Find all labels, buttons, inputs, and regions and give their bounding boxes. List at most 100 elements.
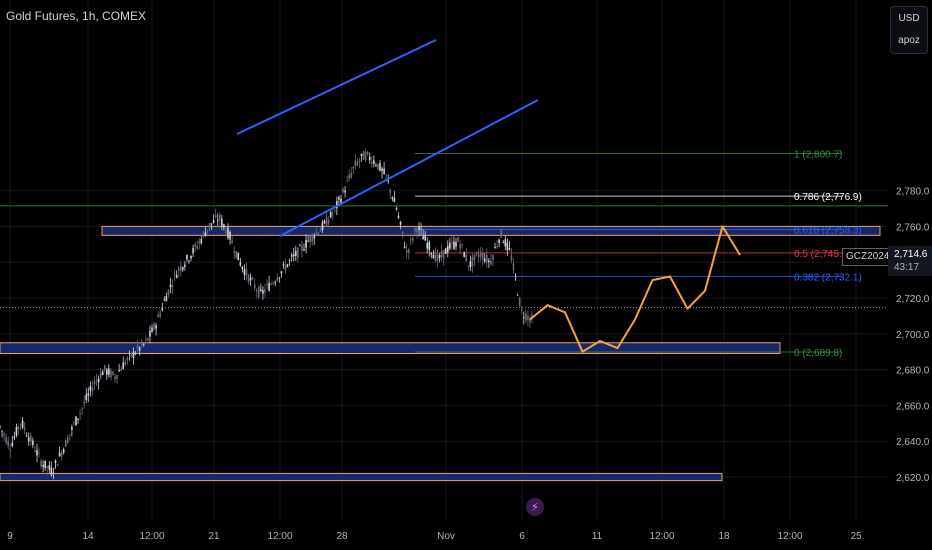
candle-body bbox=[516, 294, 519, 296]
candle-body bbox=[120, 368, 122, 371]
candle-body bbox=[103, 364, 106, 370]
candle-body bbox=[410, 238, 412, 240]
candle-body bbox=[198, 241, 201, 244]
candle-body bbox=[153, 323, 155, 330]
candle-body bbox=[149, 330, 151, 337]
candle-body bbox=[5, 436, 7, 444]
candle-body bbox=[56, 464, 59, 466]
candle-body bbox=[77, 418, 79, 420]
fibonacci-retracement[interactable]: 1 (2,800.7) 0.786 (2,776.9) 0.618 (2,758.3… bbox=[415, 150, 862, 360]
candle-body bbox=[52, 472, 55, 475]
fib-label: 1 (2,800.7) bbox=[794, 150, 842, 161]
time-tick-label: 14 bbox=[82, 531, 94, 542]
candle-body bbox=[286, 264, 289, 267]
candle-body bbox=[375, 165, 377, 166]
candle-body bbox=[186, 254, 188, 260]
price-tick-label: 2,780.0 bbox=[896, 187, 930, 198]
support-resistance-zones[interactable] bbox=[0, 225, 881, 482]
candle-body bbox=[13, 436, 16, 438]
candle-body bbox=[288, 259, 291, 261]
candle-body bbox=[188, 260, 190, 262]
candle-body bbox=[510, 255, 513, 260]
time-tick-label: 12:00 bbox=[649, 531, 674, 542]
time-tick-label: 11 bbox=[592, 531, 603, 542]
candle-body bbox=[159, 313, 162, 317]
candle-body bbox=[284, 265, 287, 271]
projection-path[interactable] bbox=[529, 225, 741, 353]
candle-body bbox=[177, 268, 180, 271]
candle-body bbox=[336, 201, 338, 209]
candle-body bbox=[46, 466, 49, 469]
time-axis[interactable]: 9 14 12:00 21 12:00 28 Nov 6 11 12:00 18 12:00 25 bbox=[7, 531, 862, 542]
candle-body bbox=[319, 230, 322, 232]
candle-body bbox=[294, 250, 297, 256]
candle-body bbox=[444, 248, 447, 254]
candle-body bbox=[473, 254, 476, 261]
candle-body bbox=[270, 284, 272, 285]
candle-body bbox=[278, 277, 281, 279]
user-label: apoz bbox=[898, 35, 920, 46]
candle-body bbox=[370, 161, 373, 165]
candle-body bbox=[40, 460, 42, 467]
candle-body bbox=[494, 246, 496, 249]
candle-body bbox=[262, 290, 264, 294]
candle-body bbox=[407, 249, 410, 253]
lightning-icon[interactable]: ⚡ bbox=[526, 498, 544, 516]
candle-body bbox=[241, 266, 244, 270]
fib-label: 0.382 (2,732.1) bbox=[794, 272, 862, 283]
candle-body bbox=[44, 460, 46, 469]
candle-body bbox=[531, 314, 533, 319]
price-axis[interactable]: 2,620.0 2,640.0 2,660.0 2,680.0 2,700.0 2,720… bbox=[896, 187, 930, 484]
currency-label: USD bbox=[898, 13, 920, 24]
candle-body bbox=[237, 252, 240, 261]
candle-body bbox=[112, 371, 114, 375]
candle-body bbox=[147, 338, 149, 341]
candle-body bbox=[200, 239, 203, 244]
candle-body bbox=[436, 254, 439, 261]
time-tick-label: 12:00 bbox=[267, 531, 292, 542]
candle-body bbox=[364, 152, 367, 161]
candle-body bbox=[91, 387, 94, 392]
candle-body bbox=[179, 266, 182, 271]
candle-body bbox=[253, 284, 256, 289]
candle-body bbox=[368, 156, 371, 161]
candle-body bbox=[145, 339, 147, 341]
candle-body bbox=[118, 370, 120, 372]
candle-body bbox=[313, 236, 316, 239]
candle-body bbox=[331, 213, 334, 215]
candle-body bbox=[19, 423, 22, 425]
candle-body bbox=[264, 289, 266, 293]
currency-selector[interactable]: USD apoz bbox=[890, 6, 928, 54]
candle-body bbox=[329, 211, 332, 218]
candle-body bbox=[110, 370, 112, 378]
candle-body bbox=[48, 465, 51, 470]
candle-body bbox=[233, 251, 235, 253]
candle-body bbox=[122, 362, 125, 370]
candle-body bbox=[251, 278, 254, 280]
candle-body bbox=[140, 341, 143, 346]
candle-body bbox=[453, 241, 455, 249]
candle-body bbox=[420, 228, 422, 230]
time-tick-label: 21 bbox=[208, 531, 220, 542]
candle-body bbox=[457, 237, 459, 242]
candle-body bbox=[175, 274, 178, 278]
candle-body bbox=[196, 246, 198, 249]
candle-body bbox=[89, 385, 92, 391]
candle-body bbox=[276, 278, 279, 281]
candle-body bbox=[442, 249, 445, 259]
candle-body bbox=[438, 254, 441, 259]
candle-body bbox=[87, 393, 90, 396]
candle-body bbox=[446, 245, 449, 253]
candle-body bbox=[432, 254, 435, 259]
candle-body bbox=[27, 437, 30, 442]
trend-channel[interactable] bbox=[236, 39, 539, 237]
candle-body bbox=[258, 286, 260, 298]
candle-body bbox=[440, 250, 443, 257]
candle-body bbox=[71, 426, 73, 430]
candle-body bbox=[245, 268, 248, 276]
candle-body bbox=[266, 284, 268, 286]
candle-body bbox=[161, 306, 164, 310]
candle-body bbox=[34, 451, 36, 452]
candle-body bbox=[414, 228, 416, 232]
